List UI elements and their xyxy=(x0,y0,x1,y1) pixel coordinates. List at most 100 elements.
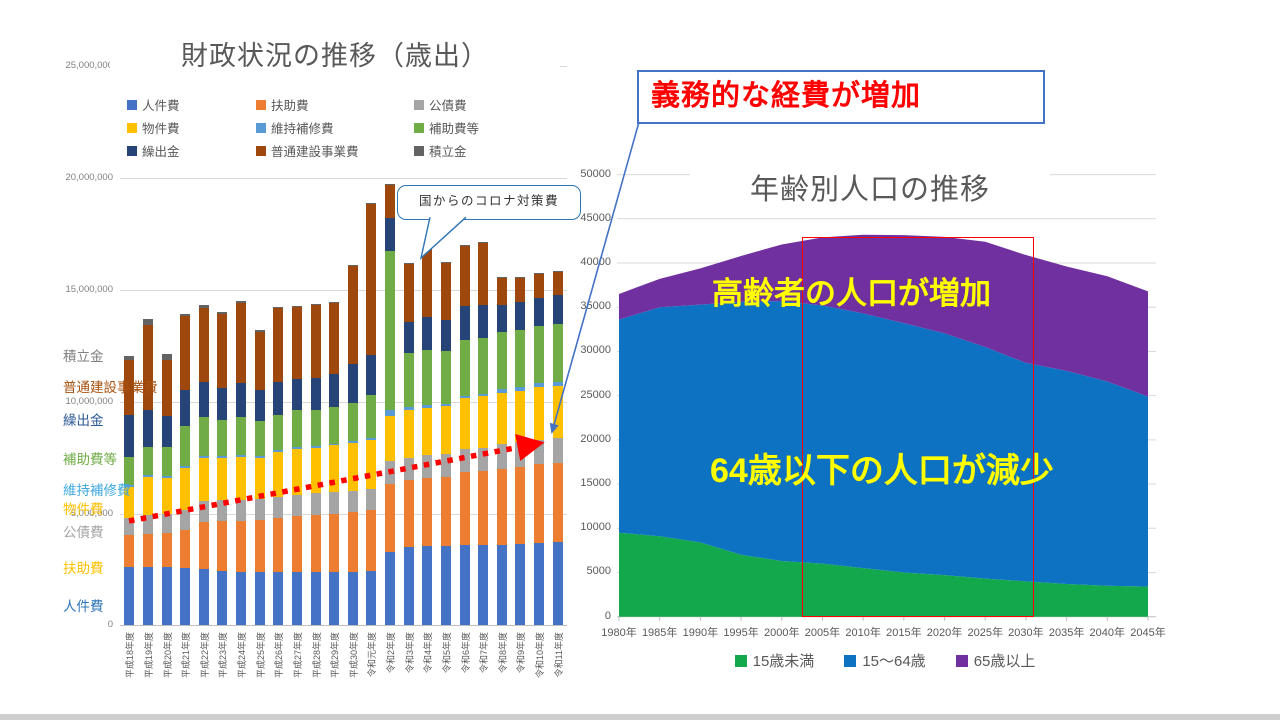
side-label-積立金: 積立金 xyxy=(63,349,104,364)
bar-segment-繰出金 xyxy=(403,322,414,353)
bar-segment-人件費 xyxy=(459,544,470,626)
slide-bottom-edge xyxy=(0,714,1280,720)
bar-segment-普通建設事業費 xyxy=(347,265,358,365)
bar-segment-補助費等 xyxy=(403,352,414,408)
bar-segment-物件費 xyxy=(515,390,526,442)
pop-legend-label-15歳未満: 15歳未満 xyxy=(752,653,815,670)
bar-segment-扶助費 xyxy=(217,521,228,571)
pop-legend-label-65歳以上: 65歳以上 xyxy=(973,653,1036,670)
bar-segment-扶助費 xyxy=(347,512,358,572)
population-chart-title: 年齢別人口の推移 xyxy=(690,166,1050,208)
exp-y-tick-label: 15,000,000 xyxy=(65,283,113,295)
exp-gridline xyxy=(120,625,567,627)
annotation-covid-callout-box: 国からのコロナ対策費 xyxy=(397,185,581,220)
bar-segment-物件費 xyxy=(534,387,545,440)
bar-segment-繰出金 xyxy=(347,364,358,404)
side-label-繰出金: 繰出金 xyxy=(63,413,104,428)
bar-segment-人件費 xyxy=(478,544,489,626)
annotation-covid-callout-text: 国からのコロナ対策費 xyxy=(418,194,559,208)
bar-segment-積立金 xyxy=(515,276,526,278)
bar-segment-補助費等 xyxy=(515,330,526,388)
exp-y-tick-label: 10,000,000 xyxy=(65,395,113,407)
bar-segment-扶助費 xyxy=(552,463,563,542)
bar-segment-繰出金 xyxy=(124,415,135,457)
bar-segment-人件費 xyxy=(440,545,451,626)
legend-item-人件費: 人件費 xyxy=(127,95,180,114)
bar-segment-補助費等 xyxy=(236,416,247,455)
bar-segment-扶助費 xyxy=(254,520,265,572)
bar-segment-補助費等 xyxy=(478,338,489,394)
pop-y-tick-label: 50000 xyxy=(580,167,611,180)
bar-segment-人件費 xyxy=(273,571,284,626)
bar-segment-普通建設事業費 xyxy=(310,304,321,378)
annotation-mandatory-expenses-box: 義務的な経費が増加 xyxy=(637,70,1045,124)
bar-segment-人件費 xyxy=(347,571,358,626)
bar-segment-補助費等 xyxy=(534,325,545,384)
legend-label-人件費: 人件費 xyxy=(142,99,180,113)
bar-segment-維持補修費 xyxy=(385,409,396,417)
bar-segment-扶助費 xyxy=(161,532,172,568)
bar-segment-扶助費 xyxy=(366,510,377,571)
pop-x-label: 1995年 xyxy=(723,627,759,639)
bar-segment-普通建設事業費 xyxy=(385,184,396,219)
bar-segment-補助費等 xyxy=(440,351,451,404)
bar-segment-維持補修費 xyxy=(459,396,470,399)
bar-segment-扶助費 xyxy=(236,521,247,572)
exp-y-tick-label: 5,000,000 xyxy=(70,507,113,519)
bar-segment-積立金 xyxy=(310,303,321,305)
legend-swatch-積立金 xyxy=(414,145,424,156)
exp-gridline xyxy=(120,178,567,180)
bar-segment-繰出金 xyxy=(254,389,265,422)
bar-segment-普通建設事業費 xyxy=(478,243,489,305)
legend-swatch-補助費等 xyxy=(414,122,424,133)
bar-segment-積立金 xyxy=(198,305,209,309)
bar-segment-扶助費 xyxy=(124,535,135,567)
bar-segment-扶助費 xyxy=(291,515,302,572)
pop-y-tick-label: 10000 xyxy=(580,521,611,534)
bar-segment-公債費 xyxy=(552,438,563,464)
bar-segment-物件費 xyxy=(496,392,507,445)
exp-gridline xyxy=(120,401,567,403)
bar-segment-人件費 xyxy=(310,571,321,626)
legend-item-物件費: 物件費 xyxy=(127,118,180,137)
bar-segment-維持補修費 xyxy=(422,405,433,409)
bar-segment-積立金 xyxy=(236,300,247,303)
bar-segment-積立金 xyxy=(496,276,507,278)
bar-segment-補助費等 xyxy=(198,416,209,456)
legend-label-物件費: 物件費 xyxy=(142,122,180,136)
area-15歳未満 xyxy=(619,532,1148,617)
bar-segment-補助費等 xyxy=(217,420,228,456)
bar-segment-積立金 xyxy=(217,311,228,314)
pop-y-tick-label: 20000 xyxy=(580,432,611,445)
pop-x-label: 2025年 xyxy=(967,627,1003,639)
bar-segment-物件費 xyxy=(459,398,470,449)
legend-swatch-人件費 xyxy=(127,99,137,110)
area-65歳以上 xyxy=(619,234,1148,397)
side-label-人件費: 人件費 xyxy=(63,599,104,614)
bar-segment-人件費 xyxy=(180,568,191,626)
bar-segment-積立金 xyxy=(291,306,302,308)
legend-swatch-公債費 xyxy=(414,99,424,110)
legend-item-扶助費: 扶助費 xyxy=(256,95,309,114)
bar-segment-繰出金 xyxy=(236,383,247,417)
bar-segment-維持補修費 xyxy=(440,403,451,407)
bar-segment-物件費 xyxy=(422,408,433,456)
expenditure-chart-title: 財政状況の推移（歳出） xyxy=(110,34,560,73)
bar-segment-普通建設事業費 xyxy=(180,316,191,390)
pop-y-tick-label: 15000 xyxy=(580,477,611,490)
bar-segment-普通建設事業費 xyxy=(422,249,433,317)
legend-item-公債費: 公債費 xyxy=(414,95,467,114)
bar-segment-普通建設事業費 xyxy=(198,308,209,383)
bar-segment-補助費等 xyxy=(254,421,265,456)
legend-label-普通建設事業費: 普通建設事業費 xyxy=(271,145,359,159)
bar-segment-繰出金 xyxy=(329,374,340,407)
exp-y-tick-label: 25,000,000 xyxy=(65,60,113,72)
pop-x-label: 2010年 xyxy=(845,627,881,639)
bar-segment-積立金 xyxy=(142,318,153,326)
pop-x-label: 2035年 xyxy=(1048,627,1085,639)
bar-segment-繰出金 xyxy=(534,297,545,326)
pop-y-tick-label: 40000 xyxy=(580,256,611,269)
bar-segment-補助費等 xyxy=(329,406,340,444)
legend-swatch-普通建設事業費 xyxy=(256,145,266,156)
bar-segment-普通建設事業費 xyxy=(124,360,135,416)
